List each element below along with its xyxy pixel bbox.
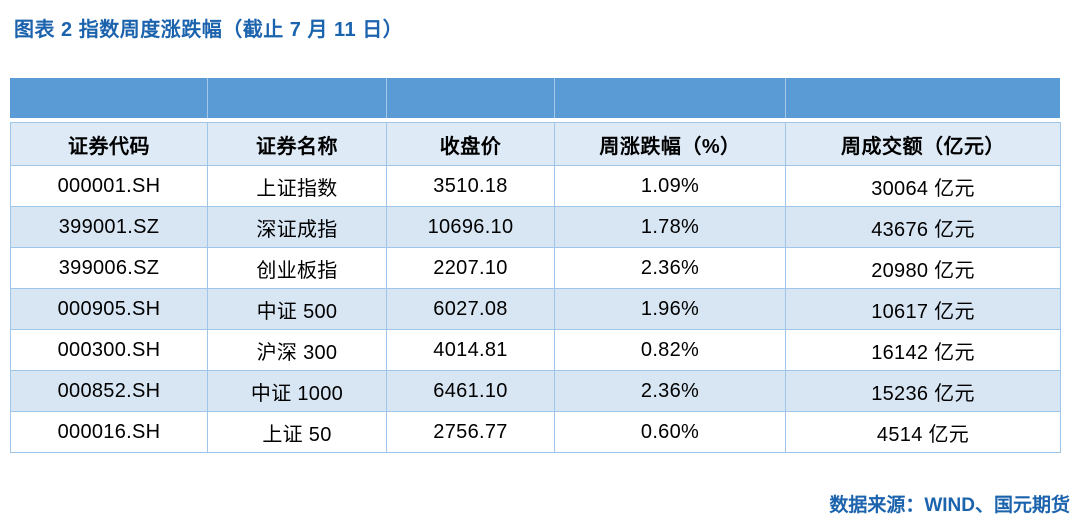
table-row: 000905.SH 中证 500 6027.08 1.96% 10617 亿元 [10,288,1061,330]
table-cell-change: 2.36% [554,247,786,289]
table-cell-change: 1.96% [554,288,786,330]
table-row: 399006.SZ 创业板指 2207.10 2.36% 20980 亿元 [10,247,1061,289]
table-cell-change: 0.82% [554,329,786,371]
table-header-row: 证券代码 证券名称 收盘价 周涨跌幅（%） 周成交额（亿元） [10,122,1061,166]
band-divider [386,78,387,118]
table-cell-turnover: 16142 亿元 [785,329,1061,371]
table-cell-change: 0.60% [554,411,786,453]
table-cell-turnover: 30064 亿元 [785,165,1061,207]
table-cell-turnover: 10617 亿元 [785,288,1061,330]
table-cell-close: 2756.77 [386,411,555,453]
table-row: 000016.SH 上证 50 2756.77 0.60% 4514 亿元 [10,411,1061,453]
table-cell-close: 4014.81 [386,329,555,371]
column-header-weekly-turnover: 周成交额（亿元） [785,122,1061,166]
table-cell-name: 创业板指 [207,247,387,289]
band-divider [207,78,208,118]
table-cell-close: 10696.10 [386,206,555,248]
table-cell-close: 6461.10 [386,370,555,412]
column-header-close: 收盘价 [386,122,555,166]
table-cell-turnover: 20980 亿元 [785,247,1061,289]
table-cell-close: 2207.10 [386,247,555,289]
table-top-band [10,78,1060,118]
table-cell-change: 1.09% [554,165,786,207]
band-divider [554,78,555,118]
table-cell-code: 399001.SZ [10,206,208,248]
table-cell-name: 沪深 300 [207,329,387,371]
table-cell-name: 深证成指 [207,206,387,248]
table-cell-turnover: 15236 亿元 [785,370,1061,412]
table-cell-change: 1.78% [554,206,786,248]
table-cell-close: 6027.08 [386,288,555,330]
column-header-name: 证券名称 [207,122,387,166]
table-cell-turnover: 43676 亿元 [785,206,1061,248]
table-cell-code: 000300.SH [10,329,208,371]
table-row: 000001.SH 上证指数 3510.18 1.09% 30064 亿元 [10,165,1061,207]
data-source-note: 数据来源：WIND、国元期货 [829,495,1070,516]
table-row: 000300.SH 沪深 300 4014.81 0.82% 16142 亿元 [10,329,1061,371]
index-weekly-table: 证券代码 证券名称 收盘价 周涨跌幅（%） 周成交额（亿元） 000001.SH… [10,122,1061,453]
table-cell-name: 上证 50 [207,411,387,453]
table-row: 399001.SZ 深证成指 10696.10 1.78% 43676 亿元 [10,206,1061,248]
table-cell-code: 000905.SH [10,288,208,330]
table-cell-code: 000852.SH [10,370,208,412]
table-cell-code: 000016.SH [10,411,208,453]
figure-title: 图表 2 指数周度涨跌幅（截止 7 月 11 日） [14,19,404,41]
band-divider [785,78,786,118]
table-cell-name: 中证 500 [207,288,387,330]
table-cell-change: 2.36% [554,370,786,412]
table-row: 000852.SH 中证 1000 6461.10 2.36% 15236 亿元 [10,370,1061,412]
table-cell-name: 中证 1000 [207,370,387,412]
column-header-weekly-change: 周涨跌幅（%） [554,122,786,166]
column-header-code: 证券代码 [10,122,208,166]
table-cell-code: 000001.SH [10,165,208,207]
table-cell-close: 3510.18 [386,165,555,207]
table-cell-code: 399006.SZ [10,247,208,289]
table-cell-name: 上证指数 [207,165,387,207]
table-cell-turnover: 4514 亿元 [785,411,1061,453]
